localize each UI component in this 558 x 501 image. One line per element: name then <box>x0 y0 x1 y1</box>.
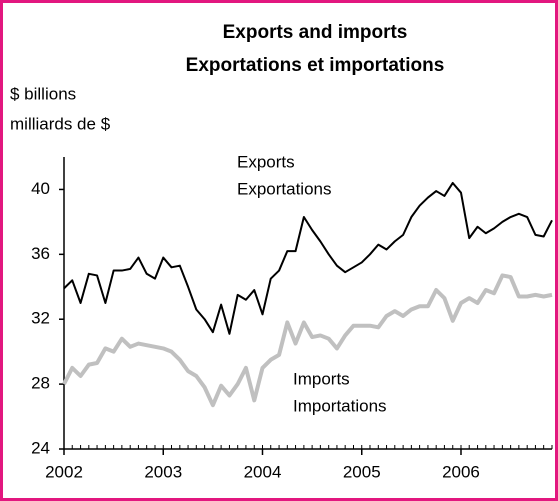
chart-title: Exports and imports <box>223 22 408 43</box>
x-tick-label: 2004 <box>244 462 282 481</box>
x-tick-label: 2003 <box>144 462 182 481</box>
y-axis-label: $ billions <box>10 84 76 103</box>
y-tick-label: 28 <box>31 374 50 393</box>
series-line <box>63 181 553 335</box>
annotation: Imports <box>293 369 350 388</box>
annotation: Importations <box>293 396 387 415</box>
y-tick-label: 32 <box>31 309 50 328</box>
y-tick-label: 40 <box>31 179 50 198</box>
x-tick-label: 2006 <box>442 462 480 481</box>
annotation: Exportations <box>237 179 332 198</box>
x-tick-label: 2005 <box>343 462 381 481</box>
y-tick-label: 24 <box>31 438 50 457</box>
annotation: Exports <box>237 152 295 171</box>
y-axis-label: milliards de $ <box>10 114 111 133</box>
series-line <box>62 273 553 408</box>
x-tick-label: 2002 <box>45 462 83 481</box>
y-tick-label: 36 <box>31 244 50 263</box>
chart-title: Exportations et importations <box>186 55 445 76</box>
